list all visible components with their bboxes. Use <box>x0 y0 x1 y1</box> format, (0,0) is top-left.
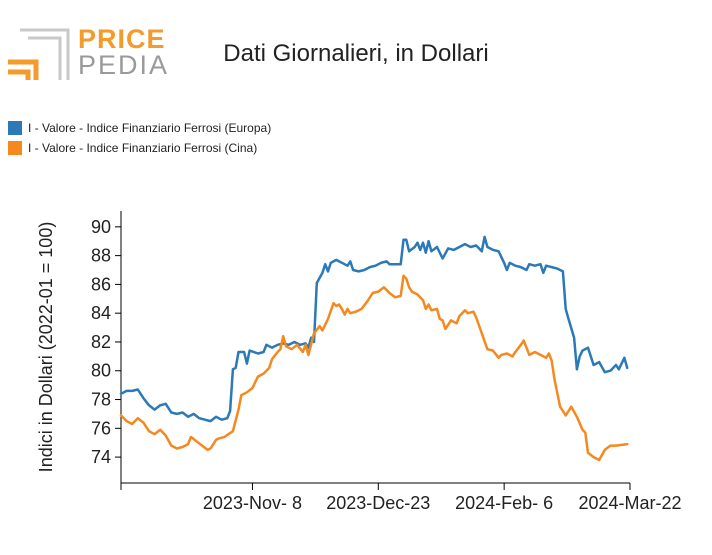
x-tick-label: 2024-Mar-22 <box>578 493 681 513</box>
series-line-europa <box>119 235 629 423</box>
legend-label-europa: I - Valore - Indice Finanziario Ferrosi … <box>28 121 272 135</box>
legend-item-cina[interactable]: I - Valore - Indice Finanziario Ferrosi … <box>8 138 271 158</box>
y-tick-label: 84 <box>91 303 111 323</box>
logo-mark-icon <box>8 28 70 80</box>
y-tick-label: 80 <box>91 361 111 381</box>
x-tick-label: 2023-Dec-23 <box>326 493 430 513</box>
legend-swatch-cina <box>8 141 22 155</box>
y-axis-label: Indici in Dollari (2022-01 = 100) <box>36 222 56 473</box>
logo-word-price: PRICE <box>78 24 166 54</box>
pricepedia-logo: PRICE PEDIA <box>8 20 168 90</box>
legend-swatch-europa <box>8 121 22 135</box>
legend-label-cina: I - Valore - Indice Finanziario Ferrosi … <box>28 141 258 155</box>
chart-title-text: Dati Giornalieri, in Dollari <box>223 40 489 67</box>
y-tick-label: 74 <box>91 447 111 467</box>
y-tick-label: 82 <box>91 332 111 352</box>
y-tick-label: 88 <box>91 246 111 266</box>
y-tick-label: 90 <box>91 217 111 237</box>
series-line-cina <box>119 274 629 462</box>
y-tick-label: 76 <box>91 418 111 438</box>
chart-legend: I - Valore - Indice Finanziario Ferrosi … <box>8 118 271 158</box>
chart-title: Dati Giornalieri, in Dollari <box>0 40 712 68</box>
legend-item-europa[interactable]: I - Valore - Indice Finanziario Ferrosi … <box>8 118 271 138</box>
logo-word-pedia: PEDIA <box>78 50 170 80</box>
y-tick-label: 78 <box>91 390 111 410</box>
y-tick-label: 86 <box>91 274 111 294</box>
x-tick-label: 2023-Nov- 8 <box>203 493 302 513</box>
x-tick-label: 2024-Feb- 6 <box>455 493 553 513</box>
